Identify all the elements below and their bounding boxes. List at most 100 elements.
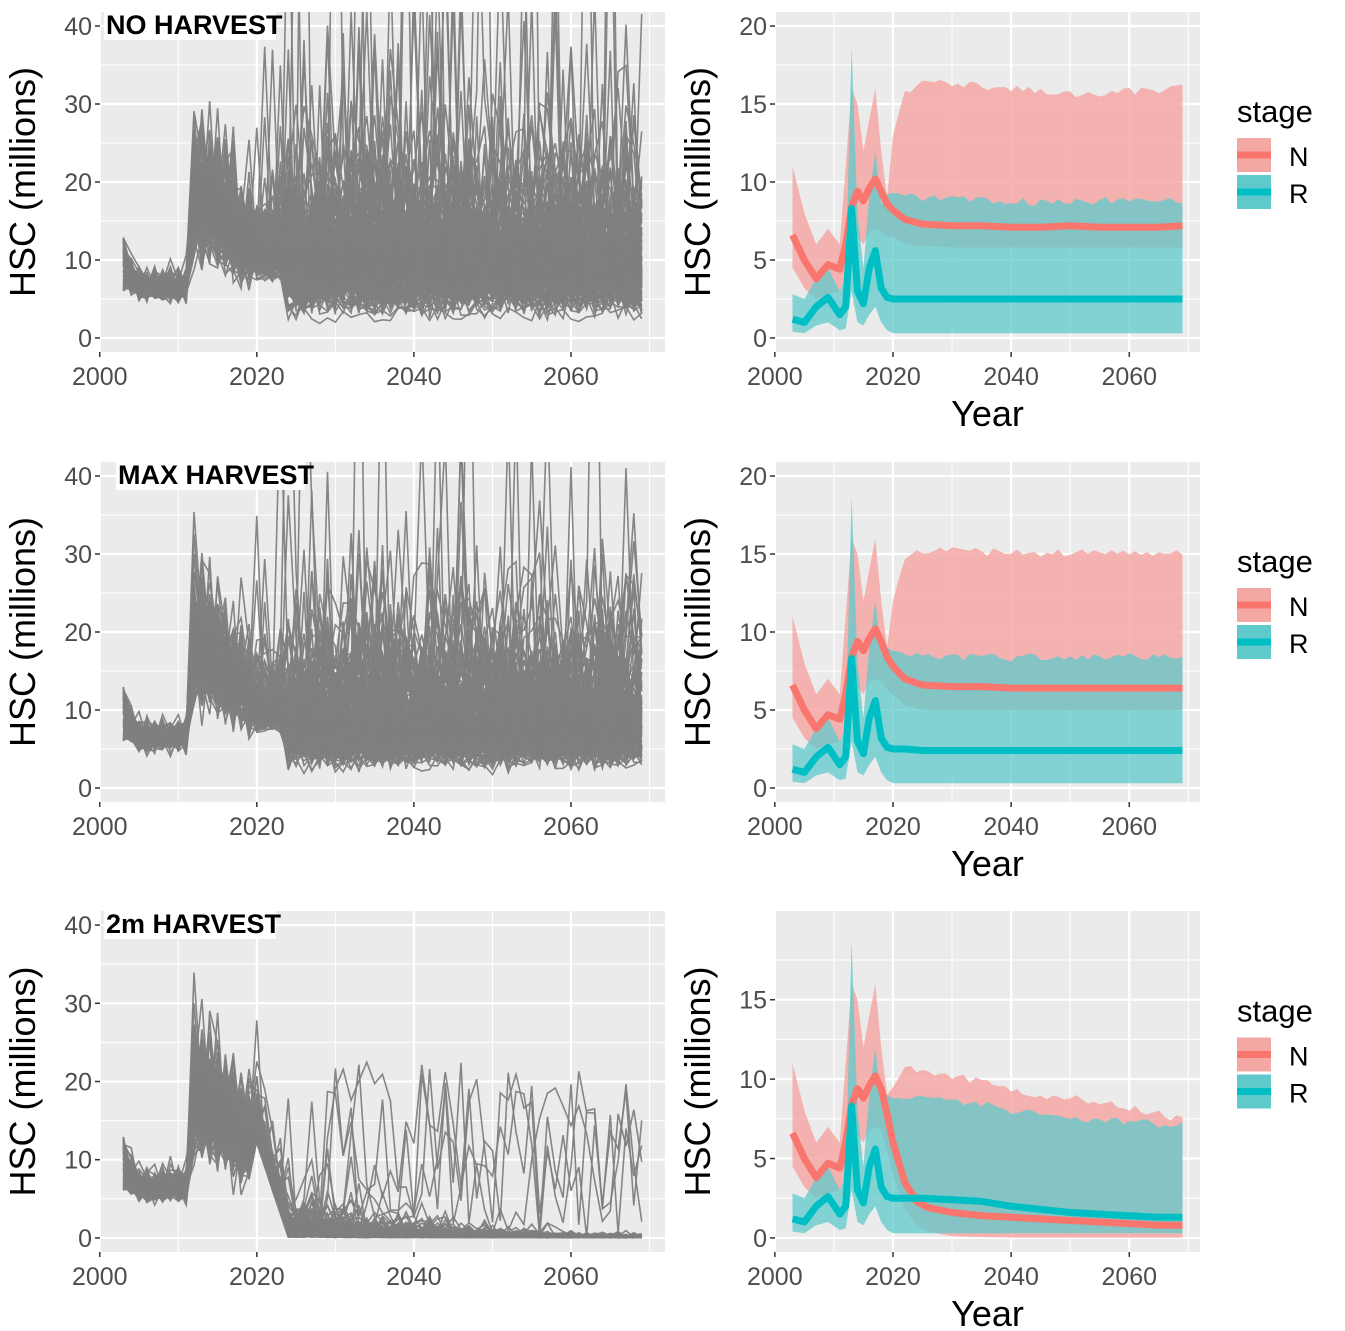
legend-label-N: N: [1289, 142, 1309, 172]
y-tick-label: 30: [64, 541, 92, 569]
panel-4: 2000 2020 2040 2060 0 10 20 30 40 HSC (millions) 2…: [2, 909, 665, 1291]
median-line-R: [791, 205, 1183, 326]
x-tick-label: 2060: [543, 363, 599, 391]
panel-0: 2000 2020 2040 2060 0 10 20 30 40 HSC (millions) N…: [2, 10, 665, 391]
y-tick-label: 10: [64, 247, 92, 275]
y-tick-label: 0: [78, 775, 92, 803]
y-axis-title: HSC (millions): [2, 966, 43, 1196]
y-tick-label: 40: [64, 463, 92, 491]
trajectory-line: [122, 139, 643, 312]
legend-title: stage: [1237, 94, 1313, 129]
legend-label-R: R: [1289, 179, 1309, 209]
x-axis-title: Year: [951, 843, 1024, 884]
median-line-N: [789, 1072, 1183, 1229]
y-tick-label: 0: [78, 1225, 92, 1253]
y-tick-label: 20: [739, 13, 767, 41]
panel-2: 2000 2020 2040 2060 0 10 20 30 40 HSC (millions) M…: [2, 460, 665, 841]
x-tick-label: 2020: [865, 363, 921, 391]
legend-title: stage: [1237, 544, 1313, 579]
legend-label-R: R: [1289, 1079, 1309, 1109]
median-line-R: [791, 1102, 1183, 1226]
x-tick-label: 2020: [229, 1263, 285, 1291]
y-tick-label: 10: [64, 697, 92, 725]
x-tick-label: 2020: [865, 1263, 921, 1291]
panel-1: 2000 2020 2040 2060 0 5 10 15 20 HSC (millions) Ye…: [677, 12, 1313, 434]
panel-3: 2000 2020 2040 2060 0 5 10 15 20 HSC (millions) Ye…: [677, 462, 1313, 884]
x-axis-title: Year: [951, 393, 1024, 434]
legend-label-N: N: [1289, 1042, 1309, 1072]
panel-title-bg: [104, 10, 276, 40]
y-tick-label: 30: [64, 91, 92, 119]
y-tick-label: 0: [753, 325, 767, 353]
x-tick-label: 2040: [983, 363, 1039, 391]
ribbon-R: [792, 46, 1183, 334]
y-tick-label: 20: [64, 619, 92, 647]
median-line-R: [791, 655, 1183, 776]
x-tick-label: 2060: [1101, 363, 1157, 391]
ribbon-R: [792, 496, 1183, 784]
median-line-N: [789, 175, 1183, 283]
x-tick-label: 2060: [543, 1263, 599, 1291]
panel-5: 2000 2020 2040 2060 0 5 10 15 HSC (millions) Year…: [677, 911, 1313, 1331]
y-tick-label: 30: [64, 990, 92, 1018]
y-tick-label: 40: [64, 912, 92, 940]
legend-label-R: R: [1289, 629, 1309, 659]
x-tick-label: 2040: [983, 813, 1039, 841]
y-axis-title: HSC (millions): [2, 517, 43, 747]
y-tick-label: 10: [739, 619, 767, 647]
x-tick-label: 2000: [747, 813, 803, 841]
y-tick-label: 0: [753, 775, 767, 803]
x-tick-label: 2060: [1101, 813, 1157, 841]
x-tick-label: 2040: [386, 1263, 442, 1291]
trajectory-lines: [122, 972, 643, 1239]
trajectory-line: [123, 85, 643, 312]
x-tick-label: 2060: [543, 813, 599, 841]
y-tick-label: 20: [64, 1069, 92, 1097]
y-tick-label: 20: [64, 169, 92, 197]
x-tick-label: 2020: [229, 813, 285, 841]
x-tick-label: 2000: [747, 1263, 803, 1291]
x-axis-title: Year: [951, 1293, 1024, 1331]
y-tick-label: 0: [753, 1225, 767, 1253]
x-tick-label: 2000: [72, 1263, 128, 1291]
y-tick-label: 15: [739, 541, 767, 569]
x-tick-label: 2000: [72, 813, 128, 841]
x-tick-label: 2040: [386, 813, 442, 841]
y-tick-label: 15: [739, 987, 767, 1015]
y-tick-label: 20: [739, 463, 767, 491]
y-axis-title: HSC (millions): [677, 67, 718, 297]
legend-title: stage: [1237, 994, 1313, 1029]
trajectory-line: [122, 141, 643, 304]
y-tick-label: 0: [78, 325, 92, 353]
trajectory-line: [122, 490, 643, 754]
y-axis-title: HSC (millions): [677, 966, 718, 1196]
y-tick-label: 5: [753, 1146, 767, 1174]
ribbon-R: [792, 941, 1183, 1234]
y-tick-label: 15: [739, 91, 767, 119]
panel-title-bg: [116, 460, 305, 490]
trajectory-line: [123, 114, 643, 296]
y-tick-label: 5: [753, 247, 767, 275]
legend: stage NR: [1237, 544, 1313, 659]
trajectory-line: [123, 617, 643, 767]
trajectory-lines: [122, 12, 643, 325]
legend-label-N: N: [1289, 592, 1309, 622]
x-tick-label: 2020: [865, 813, 921, 841]
trajectory-lines: [122, 462, 643, 777]
x-tick-label: 2060: [1101, 1263, 1157, 1291]
y-tick-label: 10: [739, 1066, 767, 1094]
trajectory-line: [122, 651, 643, 761]
legend: stage NR: [1237, 994, 1313, 1109]
median-line-N: [789, 625, 1183, 733]
trajectory-line: [122, 110, 643, 308]
legend: stage NR: [1237, 94, 1313, 209]
y-tick-label: 40: [64, 13, 92, 41]
y-tick-label: 10: [64, 1147, 92, 1175]
y-axis-title: HSC (millions): [677, 517, 718, 747]
x-tick-label: 2040: [983, 1263, 1039, 1291]
panel-title: 2m HARVEST: [106, 909, 282, 939]
x-tick-label: 2020: [229, 363, 285, 391]
trajectory-line: [122, 59, 643, 305]
trajectory-line: [122, 1087, 642, 1239]
x-tick-label: 2040: [386, 363, 442, 391]
